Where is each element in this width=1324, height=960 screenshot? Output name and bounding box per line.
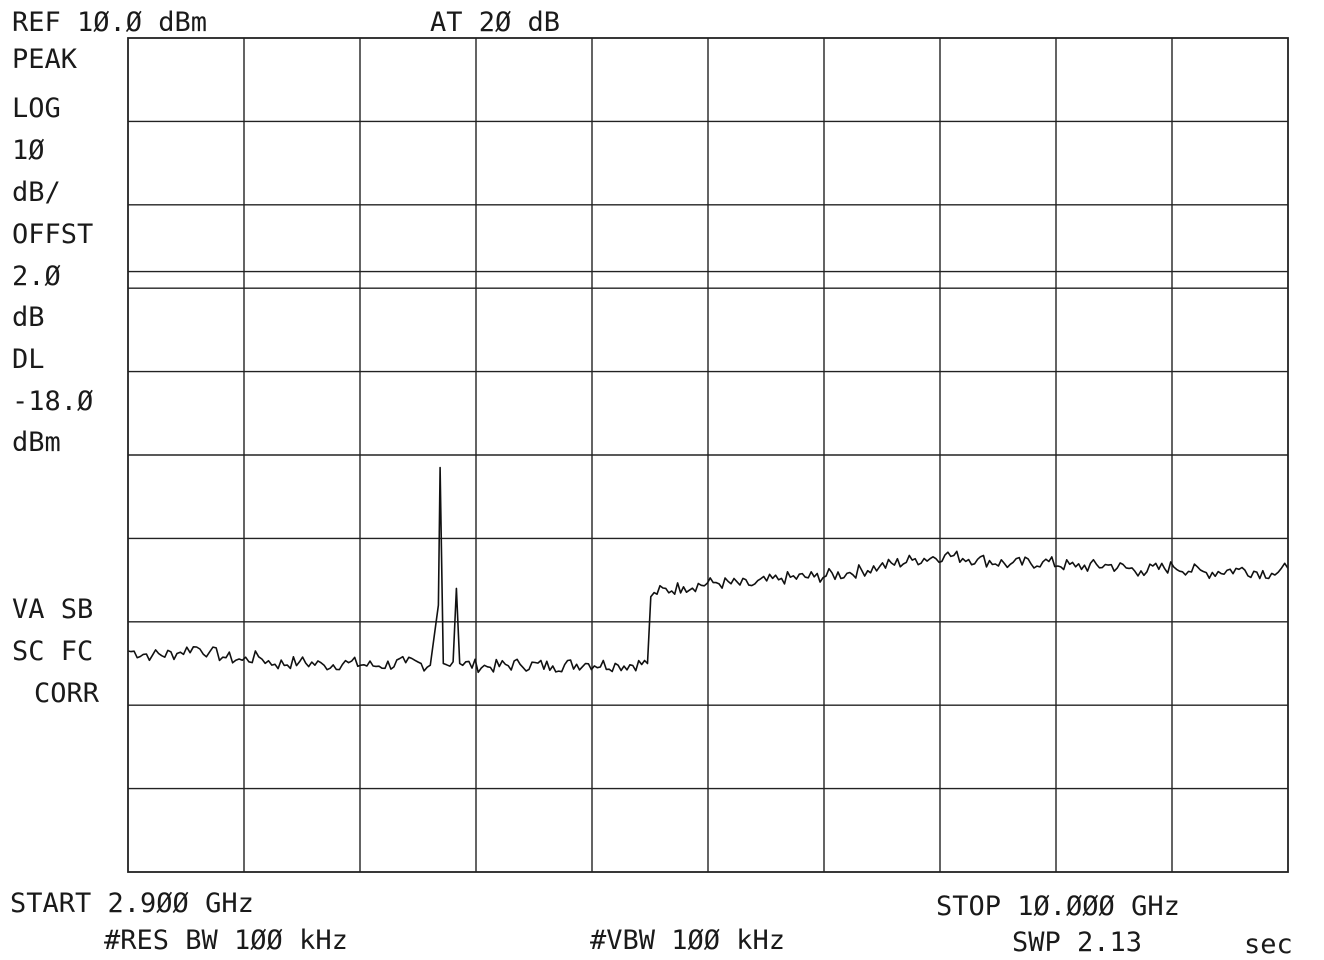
status-line-2: SC FC <box>12 636 94 667</box>
status-line-3: CORR <box>34 678 100 709</box>
spectrum-trace <box>127 466 1289 674</box>
display-line-unit: dBm <box>12 427 61 458</box>
stop-frequency: STOP 1Ø.ØØØ GHz <box>936 891 1180 922</box>
sweep-time: SWP 2.13 <box>1012 927 1143 958</box>
resolution-bandwidth: #RES BW 1ØØ kHz <box>104 925 348 956</box>
offset-label: OFFST <box>12 219 94 250</box>
detector-mode: PEAK <box>12 44 78 75</box>
scale-mode: LOG <box>12 93 61 124</box>
offset-value: 2.Ø <box>12 261 61 292</box>
attenuation-readout: AT 2Ø dB <box>430 7 561 38</box>
video-bandwidth: #VBW 1ØØ kHz <box>590 925 786 956</box>
graticule <box>128 38 1288 872</box>
ref-level-readout: REF 1Ø.Ø dBm <box>12 7 208 38</box>
offset-unit: dB <box>12 302 45 333</box>
display-line-label: DL <box>12 344 45 375</box>
scale-unit: dB/ <box>12 177 61 208</box>
display-line-value: -18.Ø <box>12 386 94 417</box>
plot-frame <box>127 37 1289 873</box>
start-frequency: START 2.9ØØ GHz <box>10 888 254 919</box>
scale-value: 1Ø <box>12 135 45 166</box>
status-line-1: VA SB <box>12 594 94 625</box>
sweep-time-unit: sec <box>1244 929 1293 960</box>
